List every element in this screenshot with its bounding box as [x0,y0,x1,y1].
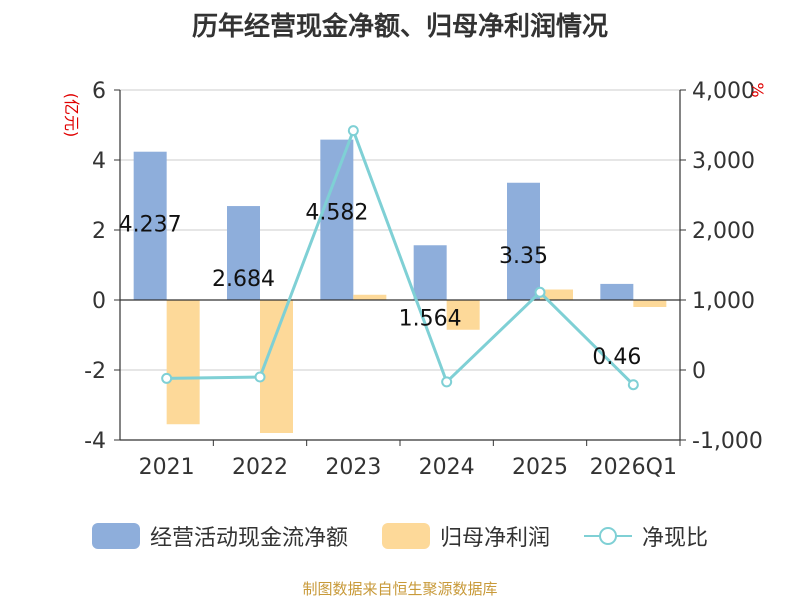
right-tick-label: -1,000 [692,429,763,454]
legend-label-cashflow: 经营活动现金流净额 [149,526,348,551]
point-cash-ratio [161,372,173,384]
x-tick-label: 2024 [419,455,475,480]
left-tick-label: 2 [92,219,106,244]
legend-label-net-profit: 归母净利润 [439,526,550,551]
x-tick-label: 2026Q1 [590,455,677,480]
bar-cashflow [413,245,447,300]
gridlines [120,89,680,441]
y-left-label: (亿元) [62,93,81,138]
right-tick-label: 0 [692,359,706,384]
x-tick-label: 2023 [325,455,381,480]
bar-net-profit [540,289,573,300]
data-label-cashflow: 0.46 [592,345,641,370]
legend-swatch-cashflow [91,523,140,549]
right-tick-label: 1,000 [692,289,755,314]
y-right-label: % [748,82,767,97]
bar-net-profit [166,300,200,425]
point-cash-ratio [534,286,546,298]
bar-net-profit [446,300,480,330]
axes: 6 4 2 0 -2 -4 4,000 3,000 2,000 1,000 0 -1,000 (亿元)%… [62,79,767,480]
point-cash-ratio [627,379,639,391]
legend-swatch-net-profit [381,523,430,549]
legend-item-net-profit[interactable]: 归母净利润 [381,520,550,552]
data-label-cashflow: 2.684 [212,267,275,292]
bar-cashflow [227,206,260,300]
left-tick-label: 4 [92,149,106,174]
data-label-cashflow: 1.564 [399,306,462,331]
left-tick-label: 0 [92,289,106,314]
left-tick-label: -2 [84,359,106,384]
legend: 经营活动现金流净额 归母净利润 净现比 [0,518,800,554]
left-tick-label: -4 [84,429,106,454]
data-label-cashflow: 3.35 [499,244,548,269]
data-label-cashflow: 4.582 [305,201,368,226]
legend-swatch-cash-ratio [584,523,632,549]
bar-cashflow [133,151,167,300]
right-tick-label: 4,000 [692,79,755,104]
chart-title: 历年经营现金净额、归母净利润情况 [191,12,608,42]
source-note: 制图数据来自恒生聚源数据库 [302,580,498,598]
right-tick-label: 2,000 [692,219,755,244]
x-tick-label: 2022 [232,455,288,480]
bar-cashflow [320,139,354,300]
data-labels: 4.237 2.684 4.582 1.564 3.35 0.46 [119,201,642,370]
bar-net-profit [633,300,667,307]
bar-layer [133,139,667,433]
legend-item-cashflow[interactable]: 经营活动现金流净额 [91,520,348,552]
x-tick-label: 2025 [512,455,568,480]
legend-label-cash-ratio: 净现比 [642,526,709,551]
bar-cashflow [600,283,634,300]
right-tick-label: 3,000 [692,149,755,174]
point-cash-ratio [347,125,359,137]
data-label-cashflow: 4.237 [119,213,182,238]
x-tick-label: 2021 [139,455,195,480]
bar-net-profit [353,294,387,300]
point-cash-ratio [441,376,453,388]
legend-item-cash-ratio[interactable]: 净现比 [584,520,708,552]
point-cash-ratio [254,371,266,383]
left-tick-label: 6 [92,79,106,104]
line-cash-ratio [166,126,635,386]
line-layer [161,125,639,391]
bar-cashflow [507,182,540,300]
